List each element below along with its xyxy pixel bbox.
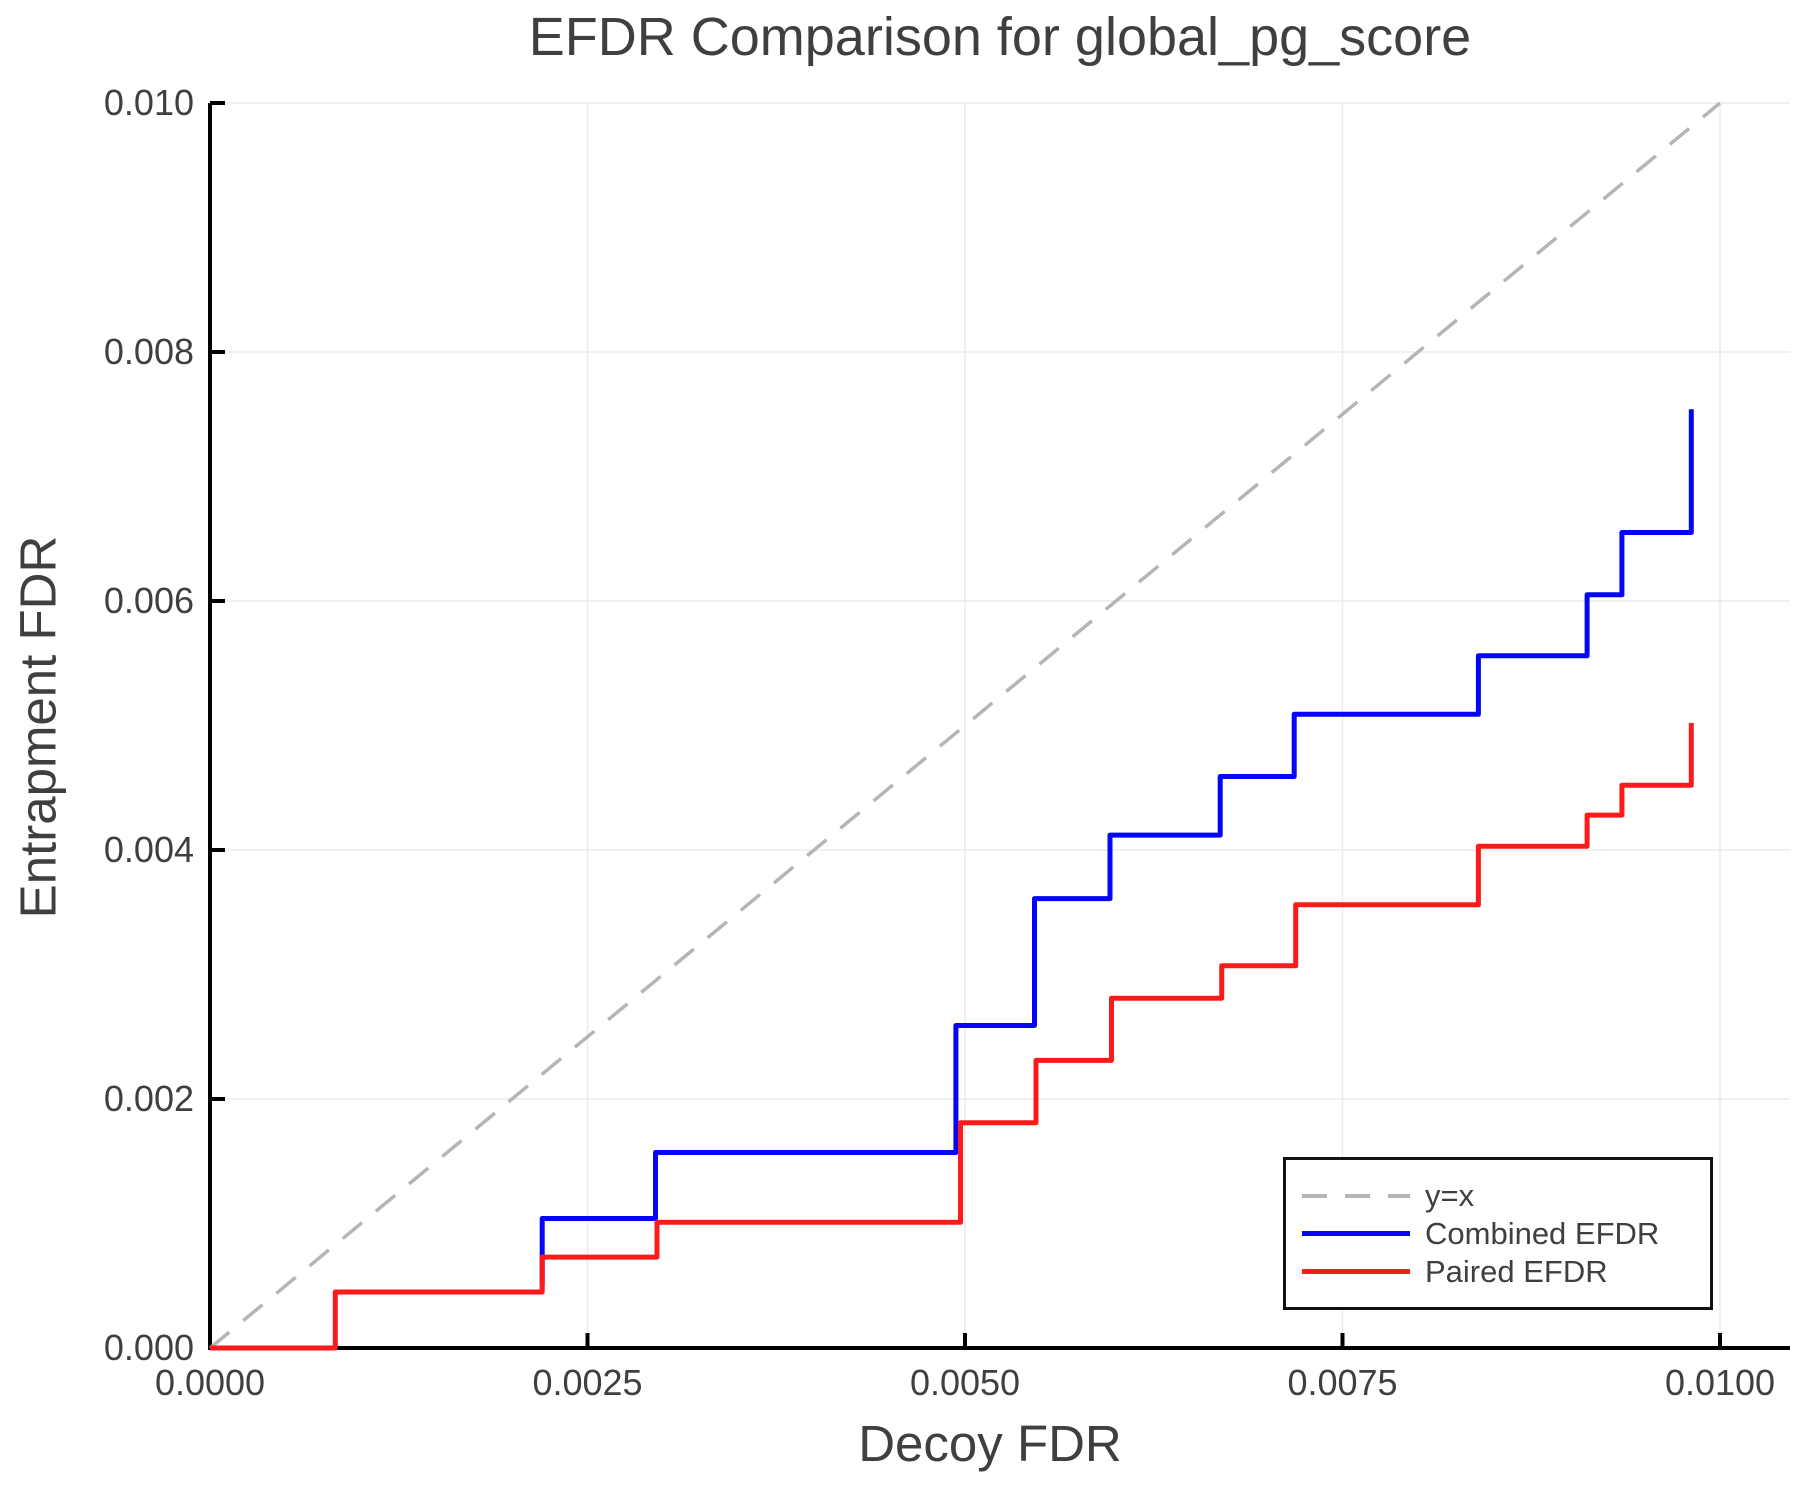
y-tick-label: 0.008	[104, 331, 194, 372]
gridlines	[210, 102, 1790, 1348]
y-tick-label: 0.002	[104, 1078, 194, 1119]
y-tick-label: 0.010	[104, 82, 194, 123]
dashed-line-sample	[1302, 1193, 1410, 1198]
series-line-combined-efdr	[539, 409, 1694, 1286]
y-tick-label: 0.000	[104, 1327, 194, 1368]
legend-entry-paired: Paired EFDR	[1302, 1253, 1710, 1291]
legend-entry-label: y=x	[1425, 1177, 1475, 1213]
legend-entry-combined: Combined EFDR	[1302, 1215, 1710, 1253]
legend: y=x Combined EFDR Paired EFDR	[1283, 1157, 1713, 1310]
x-axis-label: Decoy FDR	[858, 1415, 1122, 1472]
data-series	[208, 101, 1722, 1351]
chart-title: EFDR Comparison for global_pg_score	[528, 7, 1472, 67]
x-tick-label: 0.0100	[1665, 1362, 1775, 1403]
x-tick-label: 0.0050	[910, 1362, 1020, 1403]
y-tick-label: 0.006	[104, 580, 194, 621]
x-tick-label: 0.0075	[1287, 1362, 1397, 1403]
blue-line-sample	[1302, 1231, 1410, 1236]
x-tick-label: 0.0000	[155, 1362, 265, 1403]
y-tick-label: 0.004	[104, 829, 194, 870]
x-tick-label: 0.0025	[532, 1362, 642, 1403]
red-line-sample	[1302, 1269, 1410, 1274]
y-axis-label: Entrapment FDR	[9, 535, 67, 919]
legend-entry-label: Combined EFDR	[1425, 1215, 1660, 1251]
legend-entry-yx: y=x	[1302, 1177, 1710, 1215]
series-line-paired-efdr	[210, 723, 1694, 1351]
tick-labels: 0.0000 0.0025 0.0050 0.0075 0.0100 0.000 0.002…	[104, 82, 1775, 1403]
legend-entry-label: Paired EFDR	[1425, 1253, 1608, 1289]
